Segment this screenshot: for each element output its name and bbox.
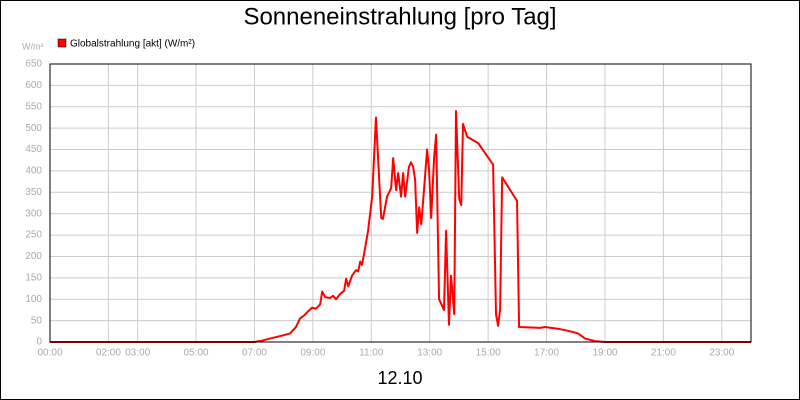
y-tick-label: 250 [25, 230, 42, 241]
y-unit: W/m² [22, 41, 44, 51]
x-label: 12.10 [377, 368, 422, 388]
y-tick-label: 500 [25, 123, 42, 134]
x-tick-label: 09:00 [300, 348, 325, 359]
x-tick-label: 03:00 [125, 348, 150, 359]
y-tick-label: 100 [25, 294, 42, 305]
y-tick-label: 650 [25, 59, 42, 70]
x-tick-label: 00:00 [37, 348, 62, 359]
y-tick-label: 150 [25, 272, 42, 283]
y-tick-label: 400 [25, 166, 42, 177]
x-tick-label: 02:00 [96, 348, 121, 359]
y-tick-label: 200 [25, 251, 42, 262]
y-tick-label: 50 [31, 315, 43, 326]
legend-swatch [57, 38, 67, 48]
x-tick-label: 15:00 [476, 348, 501, 359]
x-tick-label: 23:00 [709, 348, 734, 359]
chart-title: Sonneneinstrahlung [pro Tag] [243, 3, 556, 30]
y-tick-label: 300 [25, 208, 42, 219]
plot-area [50, 64, 751, 342]
x-tick-label: 11:00 [359, 348, 384, 359]
y-tick-label: 0 [36, 337, 42, 348]
x-tick-label: 07:00 [242, 348, 267, 359]
y-tick-label: 550 [25, 101, 42, 112]
legend-label: Globalstrahlung [akt] (W/m²) [70, 39, 195, 50]
x-tick-label: 21:00 [651, 348, 676, 359]
x-tick-label: 13:00 [417, 348, 442, 359]
y-tick-label: 450 [25, 144, 42, 155]
y-tick-label: 350 [25, 187, 42, 198]
data-line [50, 110, 751, 343]
x-tick-label: 17:00 [534, 348, 559, 359]
y-tick-label: 600 [25, 80, 42, 91]
plot-border [49, 63, 752, 343]
x-tick-label: 19:00 [592, 348, 617, 359]
x-tick-label: 05:00 [184, 348, 209, 359]
